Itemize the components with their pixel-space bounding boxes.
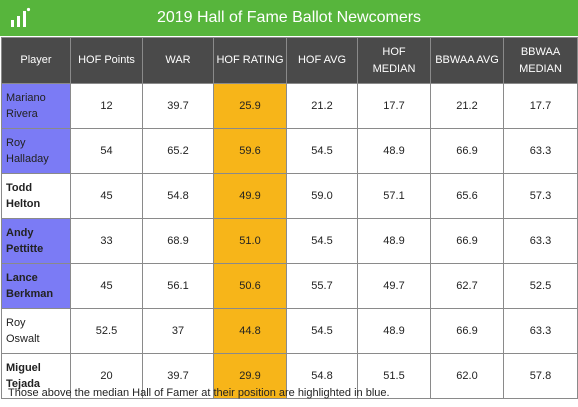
bbwaa-median-cell: 57.8 xyxy=(504,354,578,399)
hof-points-cell: 45 xyxy=(71,174,143,219)
hof-rating-cell: 59.6 xyxy=(214,129,287,174)
bbwaa-median-cell: 17.7 xyxy=(504,84,578,129)
player-name-cell: RoyOswalt xyxy=(2,309,71,354)
column-header: BBWAA AVG xyxy=(431,38,504,84)
column-header: WAR xyxy=(143,38,214,84)
player-name-cell: RoyHalladay xyxy=(2,129,71,174)
hof-points-cell: 45 xyxy=(71,264,143,309)
page-title: 2019 Hall of Fame Ballot Newcomers xyxy=(0,0,578,36)
war-cell: 37 xyxy=(143,309,214,354)
player-name-line: Lance xyxy=(6,270,66,286)
hof-median-cell: 48.9 xyxy=(358,309,431,354)
bbwaa-avg-cell: 66.9 xyxy=(431,219,504,264)
player-name-line: Miguel xyxy=(6,360,66,376)
bbwaa-median-cell: 57.3 xyxy=(504,174,578,219)
table-row: MarianoRivera1239.725.921.217.721.217.7 xyxy=(2,84,578,129)
column-header: HOF MEDIAN xyxy=(358,38,431,84)
bbwaa-median-cell: 63.3 xyxy=(504,129,578,174)
hof-points-cell: 33 xyxy=(71,219,143,264)
player-name-line: Berkman xyxy=(6,286,66,302)
bbwaa-avg-cell: 62.0 xyxy=(431,354,504,399)
war-cell: 68.9 xyxy=(143,219,214,264)
hof-avg-cell: 59.0 xyxy=(287,174,358,219)
player-name-line: Oswalt xyxy=(6,331,66,347)
player-name-cell: MarianoRivera xyxy=(2,84,71,129)
hof-avg-cell: 54.5 xyxy=(287,309,358,354)
player-name-cell: AndyPettitte xyxy=(2,219,71,264)
column-header: Player xyxy=(2,38,71,84)
table-row: RoyHalladay5465.259.654.548.966.963.3 xyxy=(2,129,578,174)
player-name-line: Halladay xyxy=(6,151,66,167)
hof-table: PlayerHOF PointsWARHOF RATINGHOF AVGHOF … xyxy=(1,37,578,399)
table-row: ToddHelton4554.849.959.057.165.657.3 xyxy=(2,174,578,219)
player-name-line: Andy xyxy=(6,225,66,241)
player-name-line: Roy xyxy=(6,135,66,151)
bbwaa-avg-cell: 62.7 xyxy=(431,264,504,309)
hof-median-cell: 57.1 xyxy=(358,174,431,219)
title-bar: 2019 Hall of Fame Ballot Newcomers xyxy=(0,0,578,36)
column-header: HOF AVG xyxy=(287,38,358,84)
hof-avg-cell: 21.2 xyxy=(287,84,358,129)
column-header: BBWAA MEDIAN xyxy=(504,38,578,84)
war-cell: 39.7 xyxy=(143,84,214,129)
hof-median-cell: 48.9 xyxy=(358,129,431,174)
player-name-line: Helton xyxy=(6,196,66,212)
hof-avg-cell: 54.5 xyxy=(287,129,358,174)
table-row: RoyOswalt52.53744.854.548.966.963.3 xyxy=(2,309,578,354)
player-name-line: Mariano xyxy=(6,90,66,106)
war-cell: 54.8 xyxy=(143,174,214,219)
hof-avg-cell: 55.7 xyxy=(287,264,358,309)
player-name-cell: ToddHelton xyxy=(2,174,71,219)
player-name-line: Todd xyxy=(6,180,66,196)
hof-rating-cell: 44.8 xyxy=(214,309,287,354)
player-name-line: Pettitte xyxy=(6,241,66,257)
hof-rating-cell: 49.9 xyxy=(214,174,287,219)
player-name-line: Rivera xyxy=(6,106,66,122)
bbwaa-avg-cell: 66.9 xyxy=(431,129,504,174)
hof-points-cell: 12 xyxy=(71,84,143,129)
bbwaa-median-cell: 63.3 xyxy=(504,219,578,264)
column-header: HOF RATING xyxy=(214,38,287,84)
bbwaa-median-cell: 63.3 xyxy=(504,309,578,354)
footnote: Those above the median Hall of Famer at … xyxy=(8,387,390,399)
bbwaa-median-cell: 52.5 xyxy=(504,264,578,309)
hof-points-cell: 54 xyxy=(71,129,143,174)
column-header: HOF Points xyxy=(71,38,143,84)
hof-points-cell: 52.5 xyxy=(71,309,143,354)
war-cell: 65.2 xyxy=(143,129,214,174)
hof-median-cell: 48.9 xyxy=(358,219,431,264)
hof-rating-cell: 50.6 xyxy=(214,264,287,309)
hof-avg-cell: 54.5 xyxy=(287,219,358,264)
table-row: AndyPettitte3368.951.054.548.966.963.3 xyxy=(2,219,578,264)
bbwaa-avg-cell: 66.9 xyxy=(431,309,504,354)
hof-rating-cell: 25.9 xyxy=(214,84,287,129)
bbwaa-avg-cell: 21.2 xyxy=(431,84,504,129)
hof-median-cell: 49.7 xyxy=(358,264,431,309)
player-name-cell: LanceBerkman xyxy=(2,264,71,309)
war-cell: 56.1 xyxy=(143,264,214,309)
player-name-line: Roy xyxy=(6,315,66,331)
hof-rating-cell: 51.0 xyxy=(214,219,287,264)
bbwaa-avg-cell: 65.6 xyxy=(431,174,504,219)
table-row: LanceBerkman4556.150.655.749.762.752.5 xyxy=(2,264,578,309)
hof-median-cell: 17.7 xyxy=(358,84,431,129)
header-row: PlayerHOF PointsWARHOF RATINGHOF AVGHOF … xyxy=(2,38,578,84)
